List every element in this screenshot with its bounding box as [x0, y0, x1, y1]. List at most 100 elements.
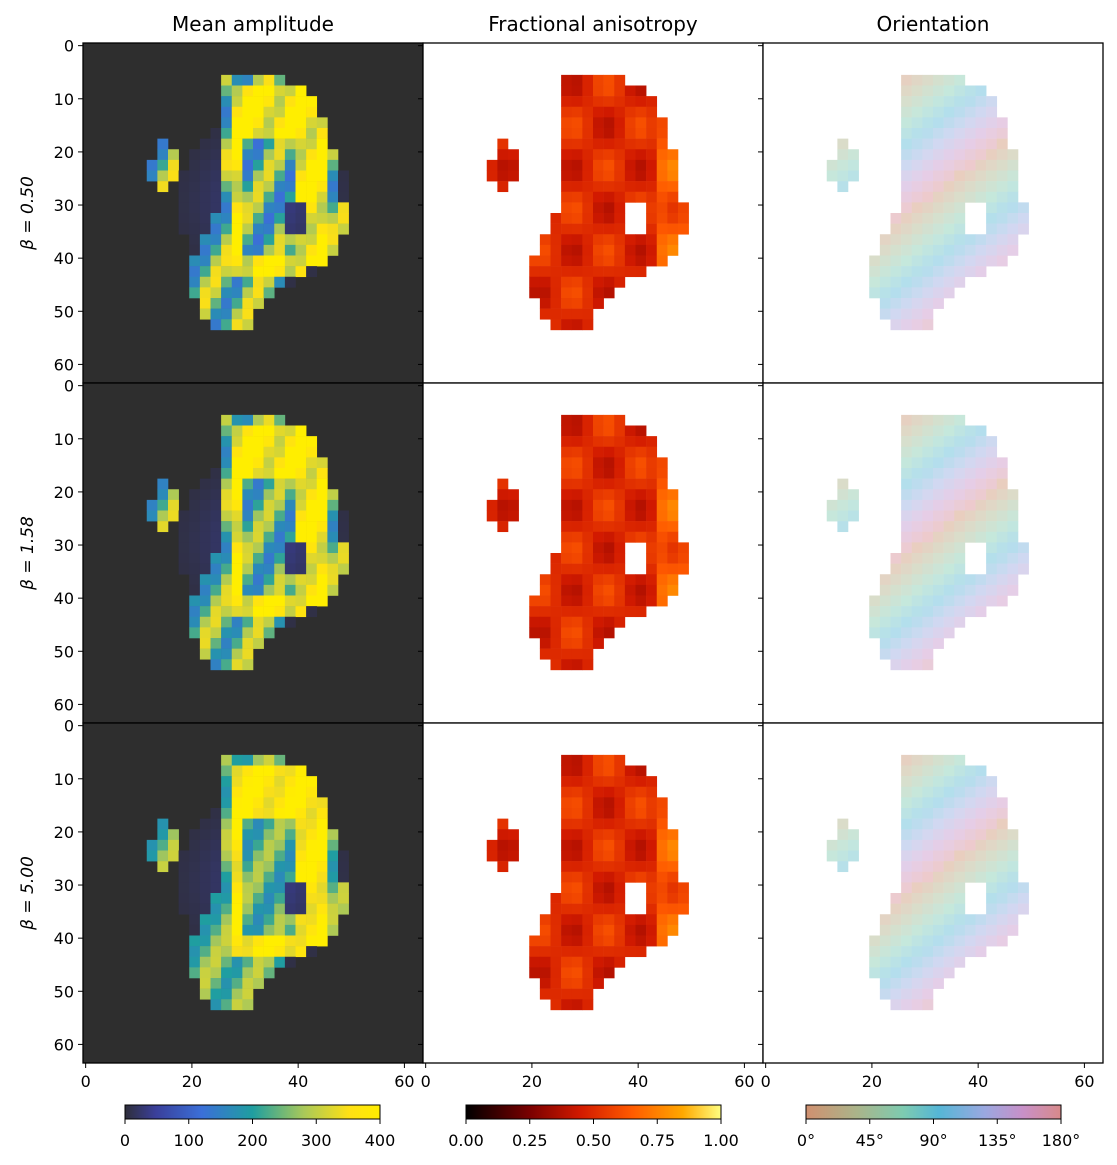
heatmap-cell — [911, 319, 923, 331]
heatmap-cell — [550, 606, 562, 618]
heatmap-cell — [986, 786, 998, 798]
heatmap-cell — [274, 935, 286, 947]
heatmap-cell — [656, 829, 668, 841]
heatmap-cell — [497, 149, 509, 161]
heatmap-cell — [242, 457, 254, 469]
heatmap-cell — [943, 924, 955, 936]
heatmap-cell — [571, 149, 583, 161]
heatmap-cell — [667, 882, 679, 894]
heatmap-cell — [582, 138, 594, 150]
heatmap-cell — [199, 159, 211, 171]
heatmap-cell — [284, 935, 296, 947]
heatmap-cell — [539, 234, 551, 246]
y-tick-label: 40 — [54, 249, 74, 268]
heatmap-cell — [306, 266, 318, 278]
heatmap-cell — [1007, 213, 1019, 224]
heatmap-cell — [274, 882, 286, 894]
heatmap-cell — [986, 106, 998, 118]
heatmap-cell — [593, 574, 604, 586]
heatmap-cell — [943, 478, 955, 490]
heatmap-cell — [210, 510, 222, 522]
heatmap-cell — [996, 914, 1008, 926]
heatmap-cell — [284, 138, 296, 150]
heatmap-cell — [221, 839, 233, 851]
heatmap-cell — [221, 149, 233, 161]
heatmap-cell — [879, 308, 891, 320]
colorbar-tick-label: 0 — [120, 1131, 130, 1150]
heatmap-cell — [561, 988, 573, 1000]
heatmap-cell — [550, 978, 562, 989]
heatmap-cell — [996, 903, 1008, 915]
heatmap-cell — [624, 425, 636, 437]
heatmap-cell — [635, 584, 647, 596]
heatmap-cell — [922, 414, 934, 426]
heatmap-cell — [901, 298, 913, 309]
heatmap-cell — [242, 776, 254, 788]
heatmap-cell — [954, 255, 966, 267]
heatmap-cell — [933, 627, 944, 639]
heatmap-cell — [826, 839, 838, 851]
heatmap-cell — [996, 499, 1008, 511]
heatmap-cell — [922, 287, 934, 299]
heatmap-cell — [221, 595, 233, 607]
heatmap-cell — [571, 584, 583, 596]
heatmap-cell — [964, 106, 976, 118]
heatmap-cell — [667, 574, 679, 586]
heatmap-cell — [879, 978, 891, 989]
heatmap-cell — [539, 276, 551, 288]
heatmap-cell — [901, 149, 913, 161]
heatmap-cell — [1018, 882, 1029, 894]
heatmap-cell — [1007, 234, 1019, 246]
heatmap-cell — [274, 266, 286, 278]
heatmap-cell — [954, 74, 966, 86]
heatmap-cell — [263, 223, 275, 235]
heatmap-cell — [964, 531, 976, 543]
heatmap-cell — [901, 765, 913, 777]
heatmap-cell — [890, 244, 902, 256]
heatmap-cell — [593, 425, 604, 437]
heatmap-cell — [1007, 914, 1019, 926]
heatmap-cell — [964, 468, 976, 479]
heatmap-cell — [550, 924, 562, 936]
y-tick-label: 50 — [54, 982, 74, 1001]
heatmap-cell — [954, 138, 966, 150]
heatmap-cell — [295, 924, 307, 936]
heatmap-cell — [837, 499, 849, 511]
heatmap-cell — [996, 149, 1008, 161]
heatmap-cell — [210, 967, 222, 979]
heatmap-cell — [943, 457, 955, 469]
heatmap-cell — [911, 893, 923, 904]
heatmap-cell — [911, 74, 923, 86]
heatmap-cell — [189, 489, 201, 501]
heatmap-cell — [1018, 903, 1029, 915]
heatmap-cell — [561, 457, 573, 469]
heatmap-cell — [253, 839, 264, 851]
heatmap-cell — [911, 128, 923, 139]
heatmap-cell — [178, 553, 190, 564]
heatmap-cell — [178, 893, 190, 904]
heatmap-cell — [199, 616, 211, 628]
heatmap-cell — [582, 999, 594, 1011]
heatmap-cell — [242, 510, 254, 522]
heatmap-cell — [943, 244, 955, 256]
heatmap-cell — [529, 627, 541, 639]
heatmap-cell — [571, 956, 583, 968]
heatmap-cell — [263, 446, 275, 458]
heatmap-cell — [231, 988, 243, 1000]
heatmap-cell — [986, 893, 998, 904]
heatmap-cell — [263, 117, 275, 129]
heatmap-cell — [656, 563, 668, 575]
heatmap-cell — [497, 861, 509, 873]
heatmap-cell — [996, 510, 1008, 522]
heatmap-cell — [911, 170, 923, 182]
heatmap-cell — [338, 531, 349, 543]
heatmap-cell — [561, 584, 573, 596]
heatmap-cell — [986, 159, 998, 171]
x-tick-label: 20 — [862, 1072, 882, 1091]
heatmap-cell — [316, 871, 328, 883]
heatmap-cell — [593, 446, 604, 458]
heatmap-cell — [593, 584, 604, 596]
heatmap-cell — [221, 96, 233, 108]
heatmap-cell — [146, 499, 158, 511]
heatmap-cell — [539, 914, 551, 926]
